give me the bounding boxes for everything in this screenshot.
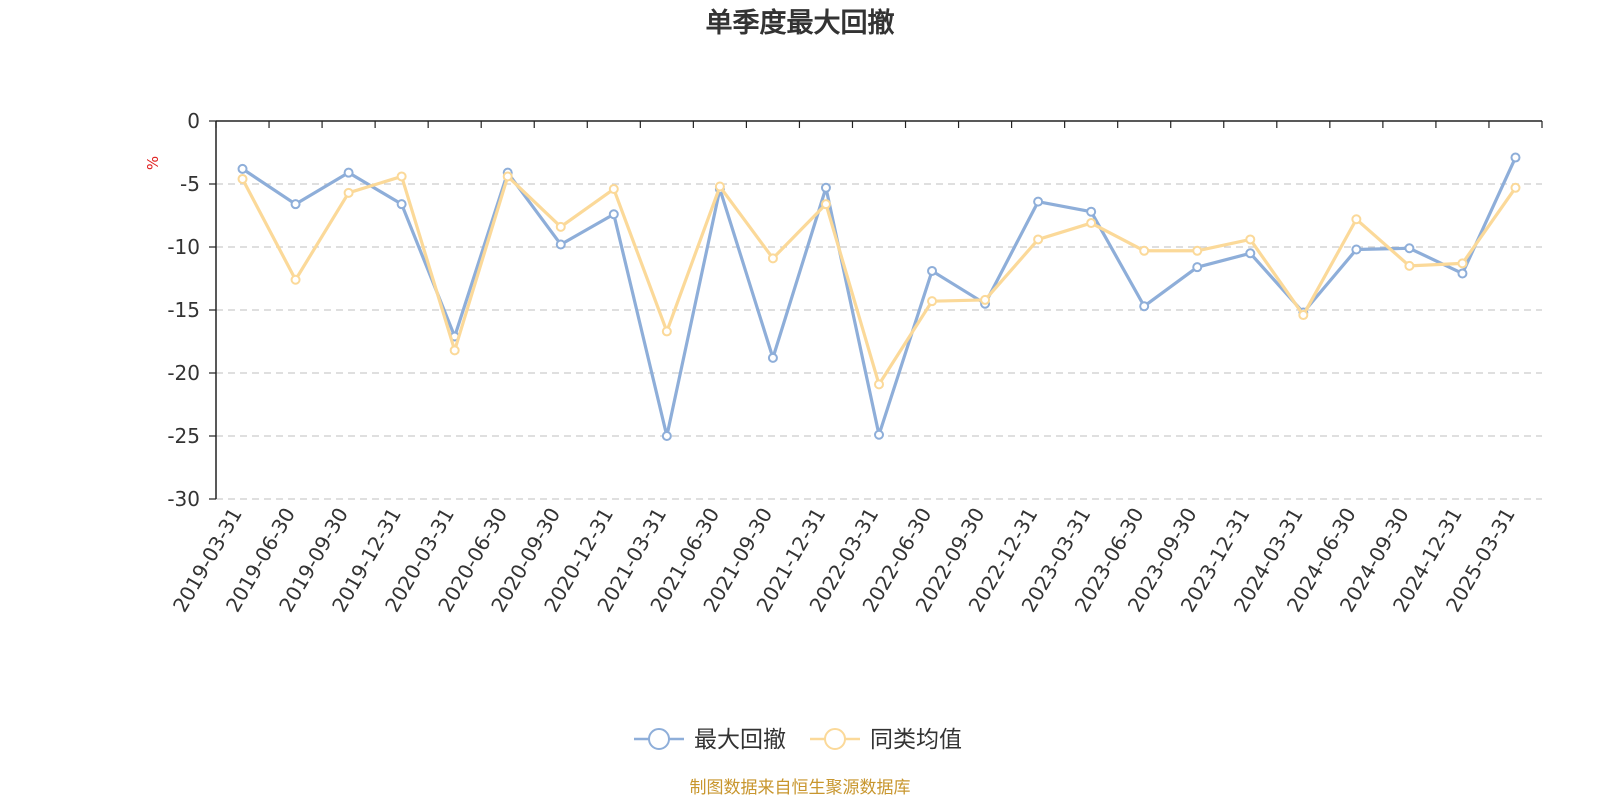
legend[interactable]: 最大回撤 同类均值 (634, 727, 962, 753)
data-point[interactable] (502, 171, 513, 182)
data-point[interactable] (1351, 244, 1362, 255)
data-point[interactable] (767, 253, 778, 264)
data-point[interactable] (874, 379, 884, 390)
data-point[interactable] (237, 163, 248, 174)
data-point[interactable] (927, 265, 938, 276)
data-point[interactable] (767, 352, 778, 363)
data-point[interactable] (1245, 234, 1256, 245)
data-point[interactable] (608, 184, 619, 195)
data-point[interactable] (290, 199, 301, 210)
y-tick-label: -20 (167, 361, 200, 385)
data-point[interactable] (1086, 218, 1097, 229)
data-point[interactable] (1351, 214, 1362, 225)
data-point[interactable] (980, 294, 991, 305)
data-point[interactable] (661, 326, 672, 337)
data-point[interactable] (343, 167, 354, 178)
series-line (241, 156, 1517, 438)
series-lines (237, 152, 1521, 441)
legend-circle-symbol (824, 728, 846, 750)
data-point[interactable] (1457, 258, 1468, 269)
data-point[interactable] (1033, 234, 1044, 245)
data-point[interactable] (927, 296, 938, 307)
data-point[interactable] (1086, 206, 1097, 217)
data-point[interactable] (608, 209, 619, 220)
data-point[interactable] (1404, 243, 1415, 254)
data-point[interactable] (396, 171, 407, 182)
data-point[interactable] (343, 187, 354, 198)
data-point[interactable] (1192, 262, 1203, 273)
data-point[interactable] (396, 199, 407, 210)
data-point[interactable] (1139, 301, 1150, 312)
y-tick-label: -30 (167, 487, 200, 511)
y-tick-label: -5 (180, 172, 200, 196)
data-point[interactable] (1457, 268, 1468, 279)
gridlines (216, 183, 1542, 500)
data-point[interactable] (555, 239, 566, 250)
data-point[interactable] (290, 274, 301, 285)
data-point[interactable] (661, 431, 672, 441)
data-point[interactable] (714, 181, 725, 192)
data-source-note: 制图数据来自恒生聚源数据库 (690, 778, 911, 798)
data-point[interactable] (1033, 196, 1044, 207)
data-point[interactable] (449, 345, 460, 356)
data-point[interactable] (1510, 152, 1521, 163)
series-2 (237, 171, 1521, 390)
data-point[interactable] (1298, 310, 1309, 321)
legend-item[interactable]: 同类均值 (810, 727, 962, 753)
series-1 (237, 152, 1521, 441)
data-point[interactable] (1245, 248, 1256, 259)
data-point[interactable] (237, 173, 248, 184)
y-axis-unit-label: % (144, 156, 162, 170)
data-point[interactable] (555, 221, 566, 232)
y-tick-label: 0 (187, 109, 200, 133)
y-tick-label: -15 (167, 298, 200, 322)
series-line (241, 174, 1517, 386)
data-point[interactable] (820, 182, 831, 193)
data-point[interactable] (1510, 182, 1521, 193)
legend-item[interactable]: 最大回撤 (634, 727, 786, 753)
chart-title: 单季度最大回撤 (706, 7, 895, 39)
legend-label: 同类均值 (870, 727, 962, 753)
data-point[interactable] (1192, 245, 1203, 256)
data-point[interactable] (1139, 245, 1150, 256)
data-point[interactable] (1404, 260, 1415, 271)
legend-circle-symbol (648, 728, 670, 750)
data-point[interactable] (874, 429, 884, 440)
y-tick-label: -10 (167, 235, 200, 259)
legend-label: 最大回撤 (694, 727, 786, 753)
data-point[interactable] (820, 199, 831, 210)
y-tick-label: -25 (167, 424, 200, 448)
